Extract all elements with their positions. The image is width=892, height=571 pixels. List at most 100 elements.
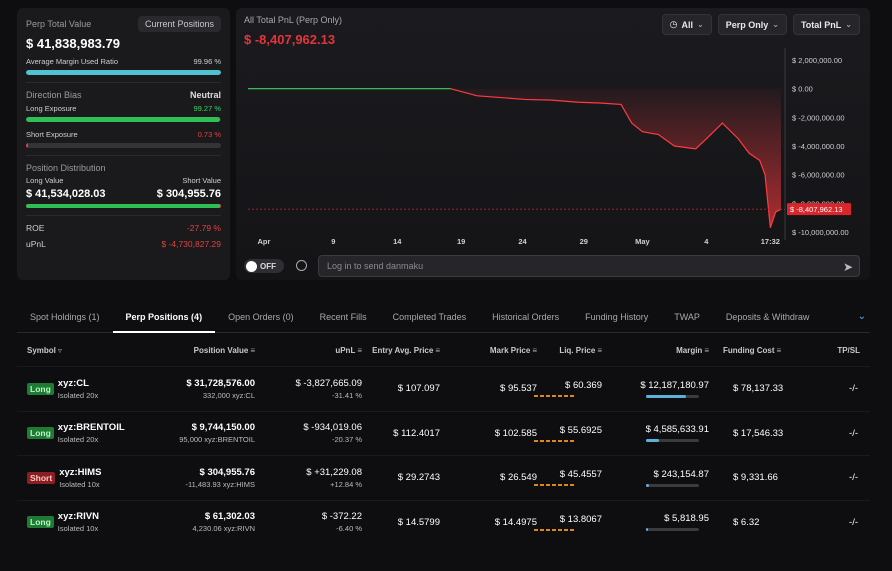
header-mark[interactable]: Mark Price ≡ [490,334,537,366]
position-value-cell: $ 31,728,576.00 332,000 xyz:CL [186,367,255,411]
tab-funding-history[interactable]: Funding History [585,311,649,322]
symbol-name[interactable]: xyz:RIVN [57,511,99,523]
table-row[interactable]: Long xyz:BRENTOIL Isolated 20x $ 9,744,1… [17,410,870,456]
table-row[interactable]: Short xyz:HIMS Isolated 10x $ 304,955.76… [17,455,870,500]
position-size: 4,230.06 xyz:RIVN [192,524,255,534]
tpsl-cell[interactable]: -/- [849,367,858,411]
sort-icon[interactable]: ≡ [776,345,782,355]
tab-recent-fills[interactable]: Recent Fills [319,311,367,322]
sort-icon[interactable]: ≡ [435,345,440,355]
range-filter-dropdown[interactable]: ◷ All ⌄ [661,14,712,35]
long-exposure-label: Long Exposure [26,104,77,113]
y-tick-label: $ 2,000,000.00 [792,56,842,65]
tpsl-value[interactable]: -/- [849,427,858,439]
sort-icon[interactable]: ≡ [357,345,362,355]
danmaku-settings-icon[interactable] [296,260,307,271]
positions-tabs: Spot Holdings (1) Perp Positions (4) Open … [17,303,870,333]
pnl-area [248,88,781,228]
entry-price-cell: $ 112.4017 [393,412,440,456]
current-positions-button[interactable]: Current Positions [137,16,221,32]
header-liq-label: Liq. Price [559,345,596,355]
header-upnl[interactable]: uPnL ≡ [335,334,362,366]
header-position-value-label: Position Value [193,345,249,355]
chevron-down-icon: ⌄ [697,20,704,29]
tab-perp-positions-4[interactable]: Perp Positions (4) [112,303,216,333]
long-exposure-bar-fill [26,117,220,122]
scope-filter-dropdown[interactable]: Perp Only ⌄ [717,14,787,35]
tab-historical-orders[interactable]: Historical Orders [492,311,560,322]
sort-icon[interactable]: ≡ [250,345,255,355]
liq-price-cell: $ 13.8067 [534,501,602,545]
header-symbol-label: Symbol [27,345,56,355]
tpsl-cell[interactable]: -/- [849,501,858,545]
avg-margin-bar [26,70,221,75]
chart-current-pnl: $ -8,407,962.13 [244,32,336,47]
tab-completed-trades[interactable]: Completed Trades [392,311,467,322]
upnl-value: $ -372.22 [321,511,362,523]
chevron-down-icon[interactable]: ⌄ [857,311,866,322]
tpsl-value[interactable]: -/- [849,472,858,484]
table-row[interactable]: Long xyz:RIVN Isolated 10x $ 61,302.03 4… [17,499,870,545]
upnl-percent: +12.84 % [330,479,362,489]
position-size: 332,000 xyz:CL [202,390,255,400]
tab-twap[interactable]: TWAP [674,311,700,322]
symbol-name[interactable]: xyz:HIMS [59,466,102,478]
liq-price-cell: $ 55.6925 [534,412,602,456]
mark-price: $ 95.537 [500,383,537,395]
send-icon[interactable]: ➤ [842,260,853,274]
pnl-chart-card: $ 2,000,000.00 $ 0.00 $ -2,000,000.00 $ -4,… [236,8,870,280]
symbol-cell: Long xyz:BRENTOIL Isolated 20x [27,412,125,456]
header-funding-label: Funding Cost [723,345,775,355]
chart-title: All Total PnL (Perp Only) [244,15,343,25]
metric-filter-dropdown[interactable]: Total PnL ⌄ [792,14,860,35]
tab-deposits-withdraw[interactable]: Deposits & Withdraw [725,311,810,322]
clock-icon: ◷ [669,19,678,29]
header-position-value[interactable]: Position Value ≡ [194,334,255,366]
header-funding[interactable]: Funding Cost ≡ [723,334,781,366]
header-liq[interactable]: Liq. Price ≡ [559,334,602,366]
pnl-chart[interactable]: $ 2,000,000.00 $ 0.00 $ -2,000,000.00 $ -4,… [236,8,870,280]
header-symbol[interactable]: Symbol ▿ [27,334,62,366]
upnl-cell: $ -372.22 -6.40 % [322,501,362,545]
entry-price: $ 29.2743 [397,472,440,484]
tpsl-value[interactable]: -/- [849,516,858,528]
chart-filters: ◷ All ⌄ Perp Only ⌄ Total PnL ⌄ [661,14,860,35]
entry-price: $ 107.097 [397,383,440,395]
y-tick-label: $ -2,000,000.00 [792,113,845,122]
tpsl-cell[interactable]: -/- [849,412,858,456]
x-tick-label: 14 [393,237,402,246]
sort-icon[interactable]: ≡ [597,345,602,355]
chevron-down-icon: ⌄ [845,20,852,29]
upnl-value: $ -3,827,665.09 [295,377,362,389]
liq-risk-indicator [534,528,574,531]
x-tick-label: 4 [704,237,709,246]
short-value-label: Short Value [182,176,221,185]
pnl-line-negative [450,88,782,228]
danmaku-toggle[interactable]: OFF [244,259,284,273]
tab-open-orders-0[interactable]: Open Orders (0) [228,311,294,322]
position-distribution-bar-fill [26,204,220,208]
header-margin[interactable]: Margin ≡ [676,334,709,366]
table-row[interactable]: Long xyz:CL Isolated 20x $ 31,728,576.00… [17,366,870,411]
symbol-name[interactable]: xyz:BRENTOIL [57,422,125,434]
sort-icon[interactable]: ≡ [532,345,537,355]
position-value: $ 61,302.03 [204,511,255,523]
table-header: Symbol ▿ Position Value ≡ uPnL ≡ Entry A… [17,334,870,366]
mark-price-cell: $ 102.585 [495,412,537,456]
entry-price-cell: $ 29.2743 [398,456,440,500]
position-value-cell: $ 61,302.03 4,230.06 xyz:RIVN [192,501,255,545]
x-tick-label: 17:32 [761,237,780,246]
sort-icon[interactable]: ≡ [704,345,709,355]
filter-icon[interactable]: ▿ [57,345,62,355]
position-distribution-label: Position Distribution [26,163,106,173]
tab-spot-holdings-1[interactable]: Spot Holdings (1) [30,311,100,322]
danmaku-placeholder: Log in to send danmaku [327,261,424,271]
symbol-name[interactable]: xyz:CL [57,377,89,389]
danmaku-input[interactable]: Log in to send danmaku ➤ [318,255,860,277]
portfolio-summary-card: Perp Total Value Current Positions $ 41,… [17,8,230,280]
tpsl-cell[interactable]: -/- [849,456,858,500]
tpsl-value[interactable]: -/- [849,383,858,395]
funding-cell: $ 17,546.33 [733,412,783,456]
margin-bar-fill [646,483,649,487]
header-entry[interactable]: Entry Avg. Price ≡ [372,334,440,366]
